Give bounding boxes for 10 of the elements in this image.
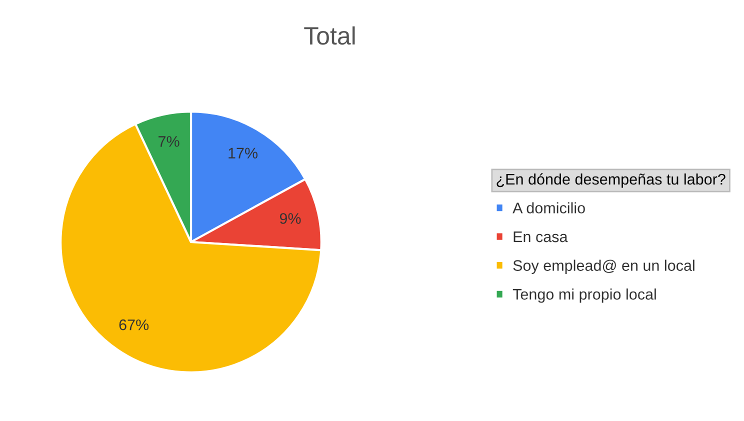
legend-label: A domicilio <box>512 202 585 214</box>
data-label: 17% <box>228 148 258 158</box>
chart-title: Total <box>304 26 355 45</box>
legend-label: Soy emplead@ en un local <box>513 260 694 274</box>
data-label: 9% <box>280 213 301 224</box>
data-label: 7% <box>158 136 180 147</box>
legend-title: ¿En dónde desempeñas tu labor? <box>496 173 726 188</box>
data-label: 67% <box>119 319 149 330</box>
legend-label: En casa <box>514 232 568 242</box>
legend-label: Tengo mi propio local <box>512 288 656 303</box>
